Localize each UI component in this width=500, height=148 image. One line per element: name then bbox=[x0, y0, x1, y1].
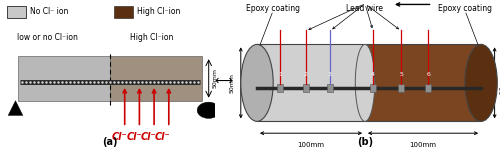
Ellipse shape bbox=[356, 44, 374, 121]
Text: (a): (a) bbox=[102, 136, 118, 147]
Text: 6: 6 bbox=[426, 73, 430, 77]
Text: Cl⁻: Cl⁻ bbox=[112, 132, 128, 142]
Text: Epoxy coating: Epoxy coating bbox=[438, 4, 492, 13]
Text: 1: 1 bbox=[278, 73, 282, 77]
Text: Epoxy coating: Epoxy coating bbox=[246, 4, 300, 13]
Bar bbox=[114, 6, 133, 18]
Text: $\longleftrightarrow$: $\longleftrightarrow$ bbox=[212, 73, 234, 86]
Bar bbox=[398, 84, 404, 92]
Bar bbox=[370, 84, 376, 92]
Text: 4: 4 bbox=[371, 73, 375, 77]
Ellipse shape bbox=[241, 44, 273, 121]
Text: High Cl⁻ion: High Cl⁻ion bbox=[130, 33, 174, 41]
Text: 50mm: 50mm bbox=[213, 68, 218, 89]
Text: low or no Cl⁻ion: low or no Cl⁻ion bbox=[16, 33, 78, 41]
Polygon shape bbox=[8, 101, 23, 115]
Text: 100mm: 100mm bbox=[298, 142, 324, 148]
Text: Cl⁻: Cl⁻ bbox=[141, 132, 156, 142]
Bar bbox=[426, 84, 432, 92]
Text: 5: 5 bbox=[400, 73, 404, 77]
Bar bbox=[7, 6, 26, 18]
Text: 3: 3 bbox=[328, 73, 332, 77]
Bar bbox=[365, 44, 481, 121]
Text: No Cl⁻ ion: No Cl⁻ ion bbox=[30, 7, 68, 16]
Text: 50mm: 50mm bbox=[230, 73, 235, 93]
Bar bbox=[302, 84, 308, 92]
Bar bbox=[277, 84, 283, 92]
Bar bbox=[257, 44, 365, 121]
Text: Cl⁻: Cl⁻ bbox=[154, 132, 170, 142]
Circle shape bbox=[197, 102, 220, 118]
Text: 100mm: 100mm bbox=[410, 142, 436, 148]
Text: 2: 2 bbox=[304, 73, 308, 77]
Text: High Cl⁻ion: High Cl⁻ion bbox=[138, 7, 180, 16]
Text: Cl⁻: Cl⁻ bbox=[126, 132, 142, 142]
Text: (b): (b) bbox=[357, 136, 373, 147]
Bar bbox=[327, 84, 333, 92]
Ellipse shape bbox=[465, 44, 498, 121]
Bar bbox=[110, 56, 202, 101]
Bar bbox=[18, 56, 110, 101]
Text: Lead wire: Lead wire bbox=[346, 4, 384, 13]
